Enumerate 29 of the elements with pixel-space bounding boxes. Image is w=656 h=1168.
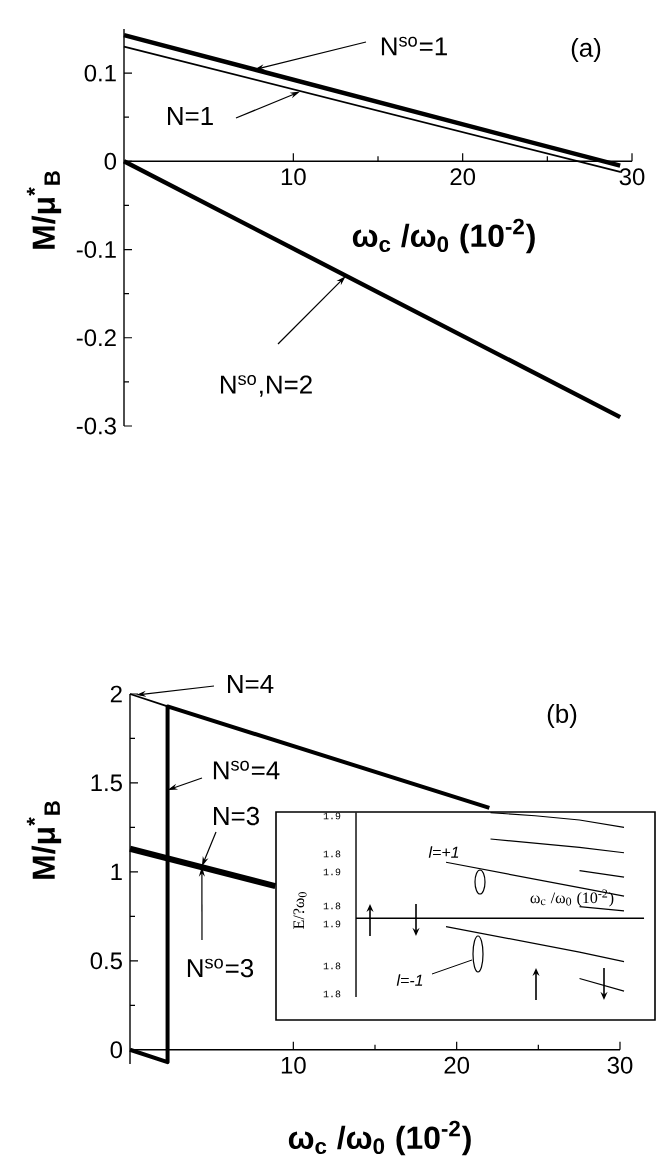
x-tick-label: 10: [281, 168, 306, 186]
annotation: (a): [571, 37, 601, 63]
x-axis-title: ω$_{c}$ /ω$_{0}$ (10$^{-2}$): [288, 1120, 471, 1156]
y-tick-label: 0.5: [90, 952, 122, 970]
text: N=4: [228, 675, 274, 693]
y-tick-label: 2: [110, 685, 122, 703]
x-tick-label: 20: [450, 168, 476, 186]
annotation: N$^{so}$=4: [213, 760, 280, 780]
x-tick-label: 30: [619, 168, 645, 186]
annotation: N$^{so}$=1: [381, 36, 447, 56]
x-tick-label: 20: [444, 1056, 470, 1074]
y-axis-title: M/μ$^{*}$B: [26, 801, 62, 879]
y-tick-label: -0.3: [76, 417, 116, 435]
y-tick-label: 1.5: [91, 774, 122, 792]
y-tick-label: 0: [110, 1041, 123, 1059]
x-tick-label: 10: [281, 1056, 306, 1074]
annotation: N$^{so}$=3: [187, 958, 254, 978]
annotation: N$^{so}$,N=2: [220, 375, 312, 397]
annotation: N=3: [214, 806, 259, 826]
annotation: N=1: [168, 107, 213, 125]
y-tick-label: 0: [104, 152, 117, 170]
y-axis-title: M/μ$^{*}$B: [26, 171, 62, 249]
x-tick-label: 30: [607, 1056, 633, 1074]
y-tick-label: 0.1: [84, 64, 116, 82]
y-tick-label: -0.2: [76, 329, 116, 347]
y-tick-label: 1: [111, 863, 122, 881]
annotation: (b): [547, 703, 577, 729]
y-tick-label: -0.1: [76, 241, 116, 258]
x-axis-title: ω$_{c}$ /ω$_{0}$ (10$^{-2}$): [352, 218, 535, 254]
